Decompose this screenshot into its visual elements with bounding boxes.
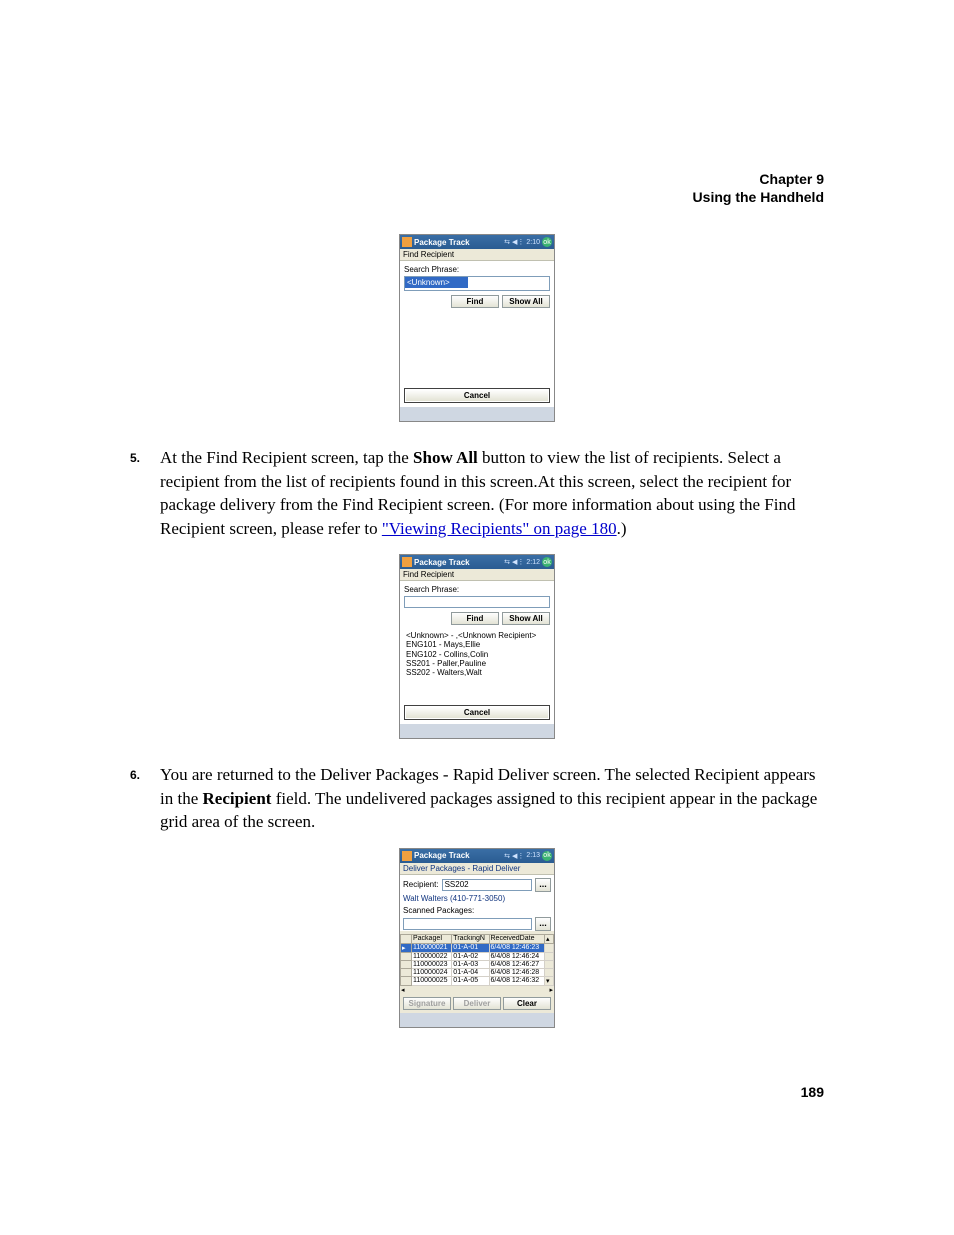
- col-header[interactable]: TrackingN: [452, 934, 489, 943]
- step-number: 5.: [130, 446, 160, 540]
- step-text: At the Find Recipient screen, tap the: [160, 448, 413, 467]
- page-number: 189: [130, 1084, 824, 1100]
- list-item[interactable]: <Unknown> - ,<Unknown Recipient>: [406, 631, 548, 640]
- clock-text: 2:13: [526, 852, 540, 859]
- table-row[interactable]: 11000002401-A-046/4/08 12:46:28: [401, 968, 554, 976]
- table-row[interactable]: 11000002201-A-026/4/08 12:46:24: [401, 952, 554, 960]
- ok-button[interactable]: ok: [542, 851, 552, 861]
- screenshot-find-recipient-list: Package Track ⇆ ◀⋮ 2:12 ok Find Recipien…: [399, 554, 555, 739]
- scan-lookup-button[interactable]: ...: [535, 917, 551, 931]
- app-icon: [402, 851, 412, 861]
- window-title: Package Track: [414, 851, 502, 860]
- step-bold: Recipient: [203, 789, 272, 808]
- list-item[interactable]: ENG102 - Collins,Colin: [406, 650, 548, 659]
- search-label: Search Phrase:: [404, 585, 550, 594]
- status-area: ⇆ ◀⋮ 2:10 ok: [504, 237, 552, 247]
- find-button[interactable]: Find: [451, 295, 499, 308]
- speaker-icon: ◀⋮: [512, 238, 524, 246]
- signature-button[interactable]: Signature: [403, 997, 451, 1010]
- cancel-button[interactable]: Cancel: [405, 389, 549, 402]
- col-header[interactable]: PackageI: [412, 934, 452, 943]
- table-row[interactable]: 11000002501-A-056/4/08 12:46:32 ▾: [401, 976, 554, 985]
- step-number: 6.: [130, 763, 160, 833]
- status-area: ⇆ ◀⋮ 2:12 ok: [504, 557, 552, 567]
- screenshot-rapid-deliver: Package Track ⇆ ◀⋮ 2:13 ok Deliver Packa…: [399, 848, 555, 1028]
- sync-icon: ⇆: [504, 238, 510, 246]
- results-list[interactable]: <Unknown> - ,<Unknown Recipient> ENG101 …: [404, 629, 550, 701]
- recipient-field[interactable]: SS202: [442, 879, 532, 891]
- show-all-button[interactable]: Show All: [502, 612, 550, 625]
- recipient-info: Walt Walters (410-771-3050): [403, 894, 551, 903]
- list-item[interactable]: SS202 - Walters,Walt: [406, 668, 548, 677]
- ok-button[interactable]: ok: [542, 557, 552, 567]
- chapter-label: Chapter 9: [130, 170, 824, 188]
- list-item[interactable]: ENG101 - Mays,Ellie: [406, 640, 548, 649]
- status-area: ⇆ ◀⋮ 2:13 ok: [504, 851, 552, 861]
- show-all-button[interactable]: Show All: [502, 295, 550, 308]
- search-label: Search Phrase:: [404, 265, 550, 274]
- clock-text: 2:12: [526, 559, 540, 566]
- step-6: 6. You are returned to the Deliver Packa…: [130, 763, 824, 833]
- chapter-title: Using the Handheld: [130, 188, 824, 206]
- table-row[interactable]: ▸ 11000002101-A-016/4/08 12:46:23: [401, 943, 554, 952]
- find-button[interactable]: Find: [451, 612, 499, 625]
- scan-input[interactable]: [403, 918, 532, 930]
- window-title: Package Track: [414, 558, 502, 567]
- screenshot-find-recipient-empty: Package Track ⇆ ◀⋮ 2:10 ok Find Recipien…: [399, 234, 555, 422]
- sync-icon: ⇆: [504, 852, 510, 860]
- deliver-button[interactable]: Deliver: [453, 997, 501, 1010]
- step-text: .): [617, 519, 627, 538]
- screen-subtitle: Find Recipient: [400, 249, 554, 261]
- recipient-label: Recipient:: [403, 880, 439, 889]
- cancel-button[interactable]: Cancel: [405, 706, 549, 719]
- table-row[interactable]: 11000002301-A-036/4/08 12:46:27: [401, 960, 554, 968]
- ok-button[interactable]: ok: [542, 237, 552, 247]
- search-input-selection[interactable]: <Unknown>: [405, 277, 468, 288]
- screen-subtitle: Deliver Packages - Rapid Deliver: [400, 863, 554, 875]
- clear-button[interactable]: Clear: [503, 997, 551, 1010]
- speaker-icon: ◀⋮: [512, 558, 524, 566]
- screen-subtitle: Find Recipient: [400, 569, 554, 581]
- window-title: Package Track: [414, 238, 502, 247]
- scanned-label: Scanned Packages:: [403, 906, 551, 915]
- list-item[interactable]: SS201 - Paller,Pauline: [406, 659, 548, 668]
- cross-ref-link[interactable]: "Viewing Recipients" on page 180: [382, 519, 617, 538]
- clock-text: 2:10: [526, 239, 540, 246]
- step-bold: Show All: [413, 448, 478, 467]
- step-5: 5. At the Find Recipient screen, tap the…: [130, 446, 824, 540]
- search-input[interactable]: [404, 596, 550, 608]
- horizontal-scrollbar[interactable]: ◂▸: [400, 986, 554, 994]
- recipient-lookup-button[interactable]: ...: [535, 878, 551, 892]
- speaker-icon: ◀⋮: [512, 852, 524, 860]
- app-icon: [402, 237, 412, 247]
- app-icon: [402, 557, 412, 567]
- package-grid[interactable]: PackageI TrackingN ReceivedDate ▴ ▸ 1100…: [400, 934, 554, 986]
- page-header: Chapter 9 Using the Handheld: [130, 170, 824, 206]
- sync-icon: ⇆: [504, 558, 510, 566]
- col-header[interactable]: ReceivedDate: [489, 934, 545, 943]
